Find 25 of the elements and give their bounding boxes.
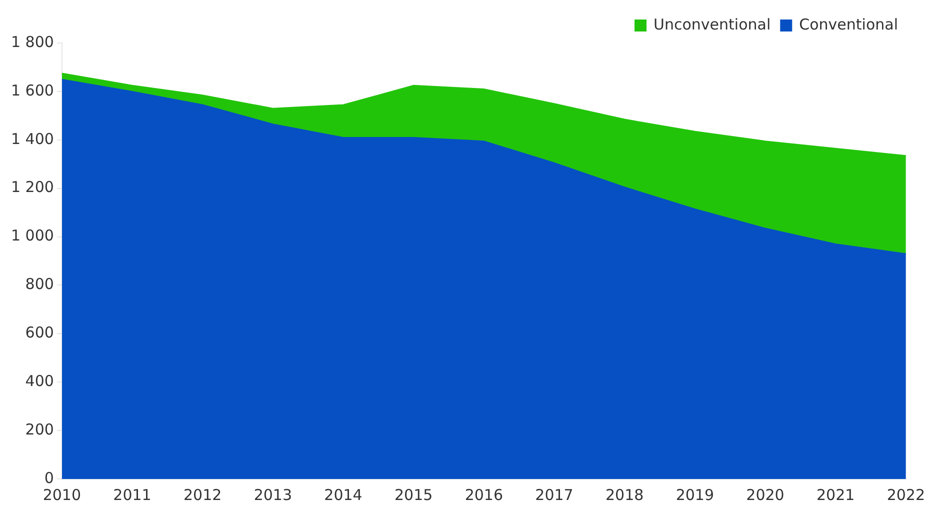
legend-label: Unconventional <box>654 15 771 34</box>
x-tick-label: 2018 <box>605 486 644 504</box>
y-tick-label: 1 000 <box>10 226 54 245</box>
x-tick-label: 2017 <box>535 486 574 504</box>
y-tick-label: 800 <box>25 275 54 294</box>
y-tick-label: 1 600 <box>10 81 54 100</box>
y-tick-label: 1 200 <box>10 178 54 196</box>
x-tick-label: 2012 <box>184 486 222 504</box>
x-tick-label: 2011 <box>113 486 152 504</box>
x-tick-label: 2019 <box>676 486 714 504</box>
x-tick-label: 2014 <box>324 486 362 504</box>
x-tick-label: 2015 <box>394 486 433 504</box>
legend-label: Conventional <box>799 15 898 34</box>
y-tick-label: 200 <box>25 420 54 438</box>
y-tick-label: 0 <box>44 468 54 487</box>
y-tick-label: 1 800 <box>10 32 54 51</box>
x-tick-label: 2022 <box>886 486 926 504</box>
y-tick-label: 600 <box>25 324 54 342</box>
x-tick-label: 2020 <box>746 486 784 504</box>
x-tick-label: 2010 <box>42 486 82 504</box>
x-tick-label: 2021 <box>816 486 855 504</box>
y-tick-label: 400 <box>25 372 54 390</box>
y-tick-label: 1 400 <box>10 130 54 148</box>
x-tick-label: 2016 <box>464 486 504 504</box>
x-tick-label: 2013 <box>254 486 292 504</box>
